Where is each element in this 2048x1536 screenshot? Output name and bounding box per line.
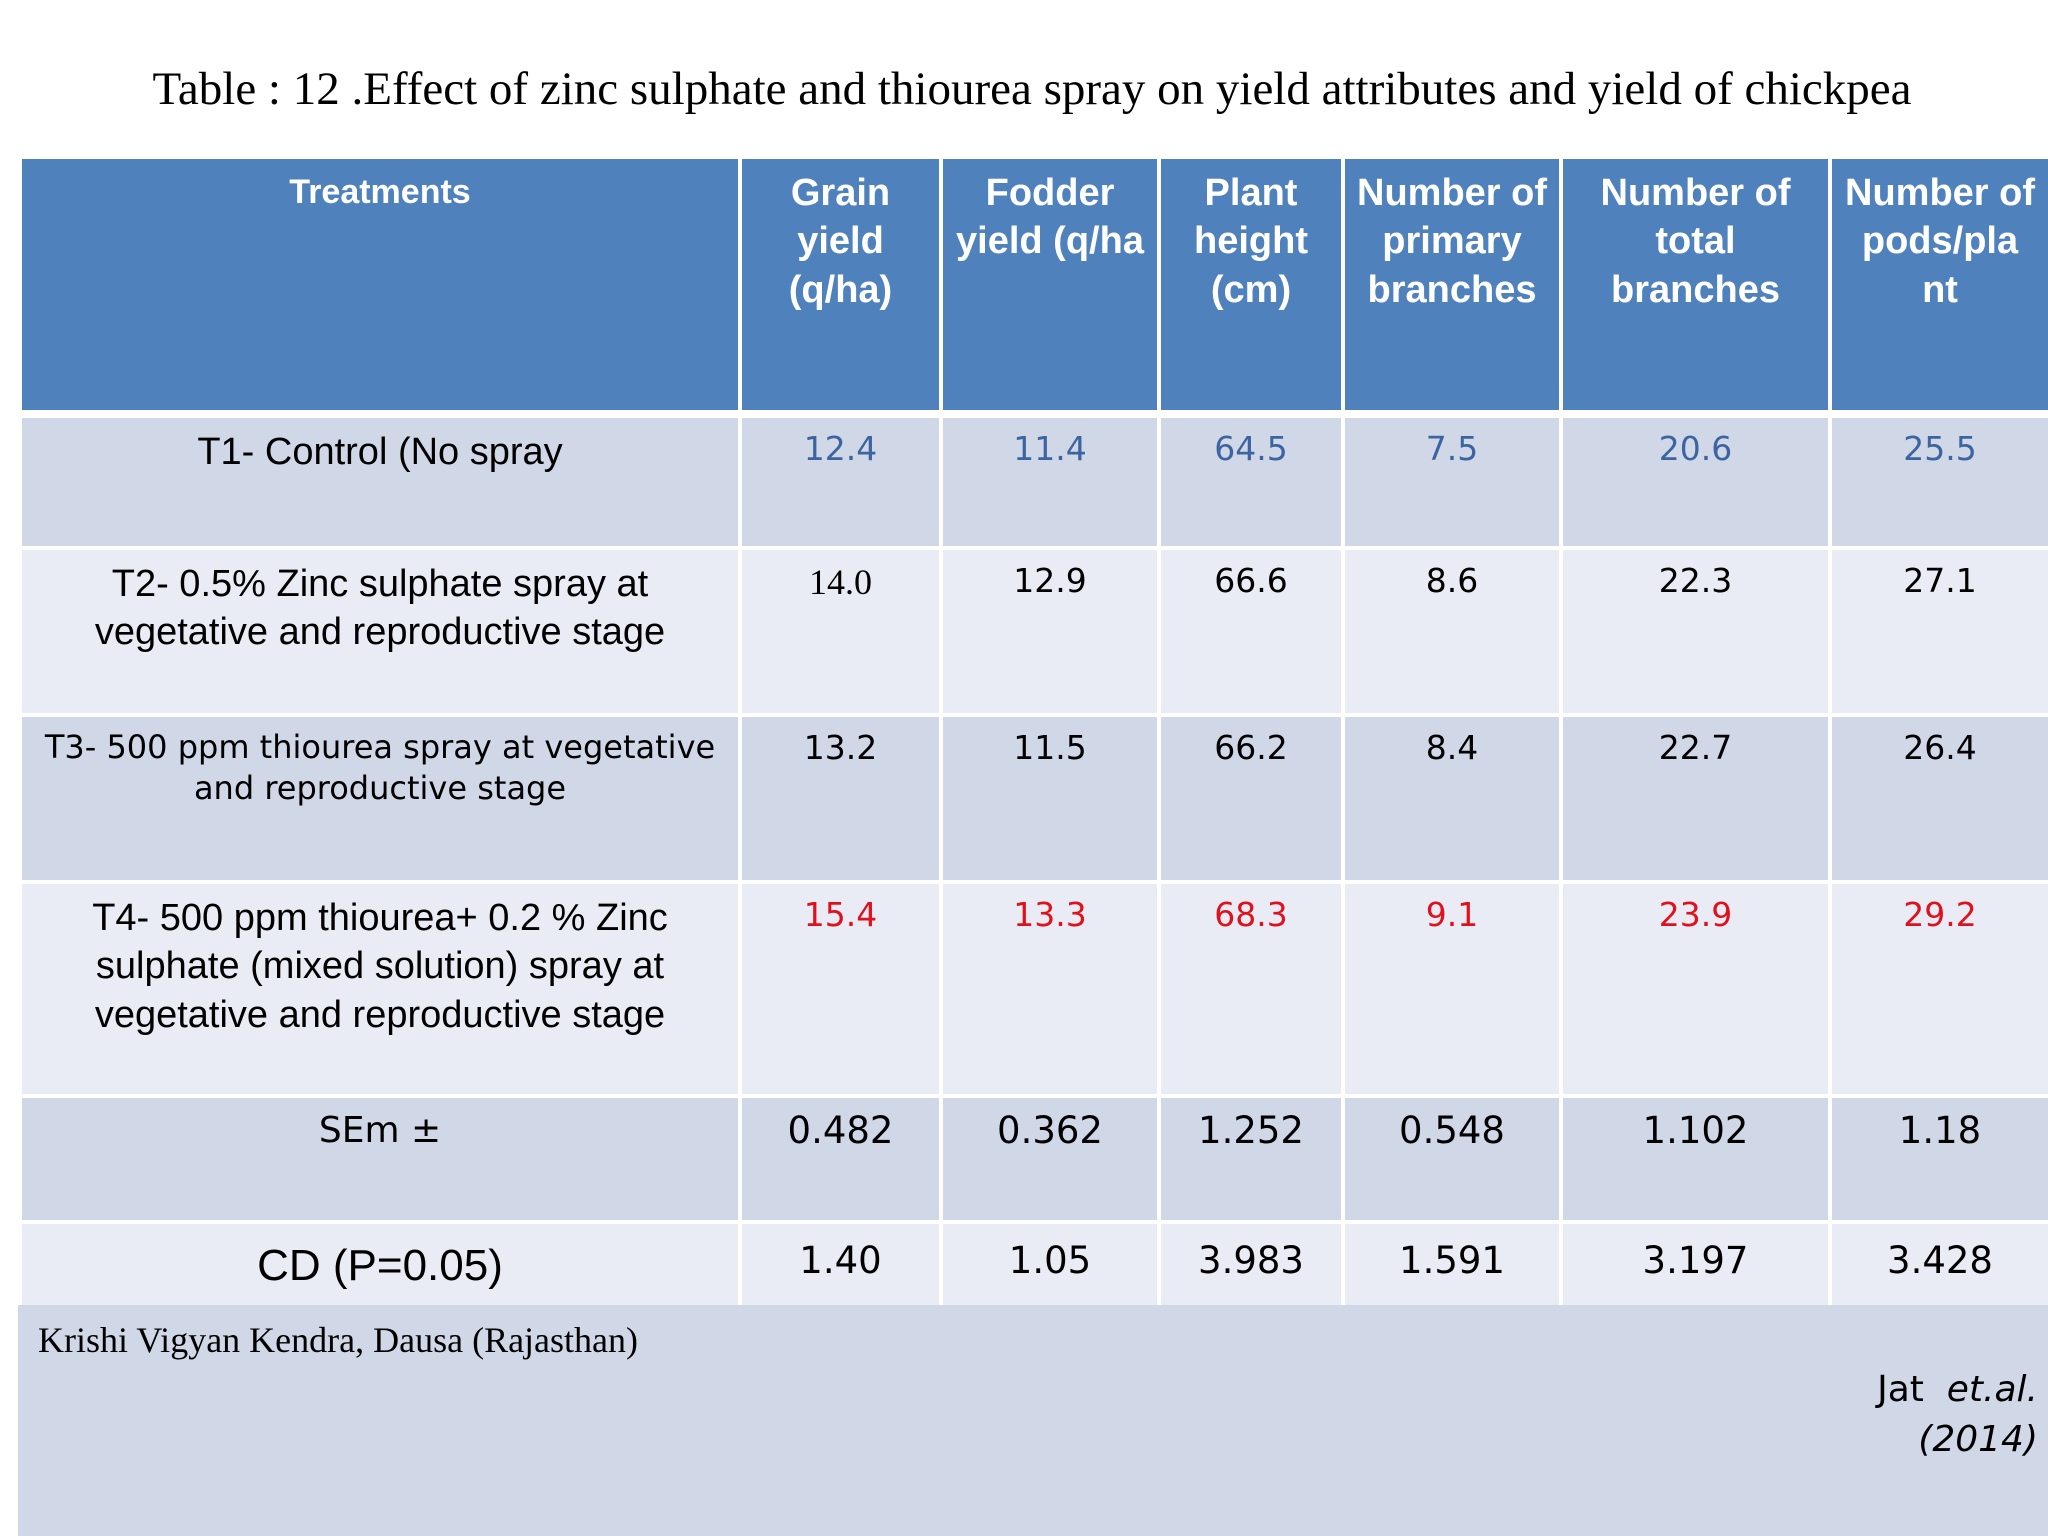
- plant-height-cell: 64.5: [1157, 412, 1345, 550]
- yield-table: Treatments Grain yield (q/ha) Fodder yie…: [18, 155, 2048, 1330]
- cite-author: Jat: [1877, 1369, 1924, 1410]
- table-title: Table : 12 .Effect of zinc sulphate and …: [152, 63, 1912, 115]
- plant-height-cell: 68.3: [1157, 880, 1345, 1098]
- plant-height-cell: 66.6: [1157, 546, 1345, 717]
- total-branches-cell: 20.6: [1559, 412, 1832, 550]
- table-row-t4: T4- 500 ppm thiourea+ 0.2 % Zinc sulphat…: [18, 880, 2048, 1098]
- header-treatments: Treatments: [18, 155, 742, 418]
- treatment-label: T2- 0.5% Zinc sulphate spray at vegetati…: [18, 546, 742, 717]
- fodder-yield-cell: 0.362: [939, 1094, 1161, 1224]
- fodder-yield-cell: 11.4: [939, 412, 1161, 550]
- treatment-label: T1- Control (No spray: [18, 412, 742, 550]
- fodder-yield-cell: 11.5: [939, 713, 1161, 884]
- pods-per-plant-cell: 26.4: [1828, 713, 2048, 884]
- table-row-sem: SEm ± 0.482 0.362 1.252 0.548 1.102 1.18: [18, 1094, 2048, 1224]
- grain-yield-cell: 12.4: [738, 412, 943, 550]
- table-row-t1: T1- Control (No spray 12.4 11.4 64.5 7.5…: [18, 412, 2048, 550]
- primary-branches-cell: 8.6: [1341, 546, 1563, 717]
- cite-year: (2014): [1918, 1419, 2038, 1461]
- pods-per-plant-cell: 25.5: [1828, 412, 2048, 550]
- total-branches-cell: 23.9: [1559, 880, 1832, 1098]
- total-branches-cell: 22.3: [1559, 546, 1832, 717]
- primary-branches-cell: 9.1: [1341, 880, 1563, 1098]
- treatment-label: T4- 500 ppm thiourea+ 0.2 % Zinc sulphat…: [18, 880, 742, 1098]
- table-row-t2: T2- 0.5% Zinc sulphate spray at vegetati…: [18, 546, 2048, 717]
- cite-etal: et.al.: [1946, 1369, 2038, 1410]
- pods-per-plant-cell: 27.1: [1828, 546, 2048, 717]
- citation: Jat et.al. (2014): [1877, 1365, 2038, 1466]
- total-branches-cell: 22.7: [1559, 713, 1832, 884]
- primary-branches-cell: 8.4: [1341, 713, 1563, 884]
- pods-per-plant-cell: 1.18: [1828, 1094, 2048, 1224]
- total-branches-cell: 1.102: [1559, 1094, 1832, 1224]
- sem-label: SEm ±: [18, 1094, 742, 1224]
- header-row: Treatments Grain yield (q/ha) Fodder yie…: [18, 155, 2048, 418]
- treatment-label: T3- 500 ppm thiourea spray at vegetative…: [18, 713, 742, 884]
- grain-yield-cell: 15.4: [738, 880, 943, 1098]
- plant-height-cell: 66.2: [1157, 713, 1345, 884]
- header-plant-height: Plant height (cm): [1157, 155, 1345, 418]
- footer-panel: Krishi Vigyan Kendra, Dausa (Rajasthan) …: [18, 1305, 2048, 1536]
- table-row-t3: T3- 500 ppm thiourea spray at vegetative…: [18, 713, 2048, 884]
- source-text: Krishi Vigyan Kendra, Dausa (Rajasthan): [38, 1320, 639, 1360]
- header-primary-branches: Number of primary branches: [1341, 155, 1563, 418]
- grain-yield-cell: 14.0: [738, 546, 943, 717]
- plant-height-cell: 1.252: [1157, 1094, 1345, 1224]
- fodder-yield-cell: 13.3: [939, 880, 1161, 1098]
- pods-per-plant-cell: 29.2: [1828, 880, 2048, 1098]
- grain-yield-cell: 0.482: [738, 1094, 943, 1224]
- grain-yield-cell: 13.2: [738, 713, 943, 884]
- fodder-yield-cell: 12.9: [939, 546, 1161, 717]
- header-grain-yield: Grain yield (q/ha): [738, 155, 943, 418]
- primary-branches-cell: 0.548: [1341, 1094, 1563, 1224]
- header-total-branches: Number of total branches: [1559, 155, 1832, 418]
- primary-branches-cell: 7.5: [1341, 412, 1563, 550]
- header-pods-per-plant: Number of pods/pla nt: [1828, 155, 2048, 418]
- header-fodder-yield: Fodder yield (q/ha: [939, 155, 1161, 418]
